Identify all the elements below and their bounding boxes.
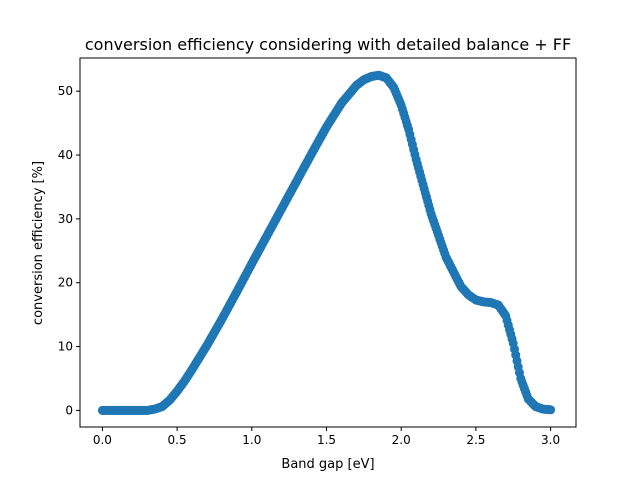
- data-points-series: [97, 70, 556, 415]
- data-point: [546, 405, 556, 415]
- x-tick-label: 0.0: [93, 433, 112, 447]
- y-tick-label: 20: [58, 276, 73, 290]
- chart-title: conversion efficiency considering with d…: [85, 35, 571, 54]
- x-tick-label: 2.0: [392, 433, 411, 447]
- x-axis-label: Band gap [eV]: [281, 457, 374, 472]
- x-axis-ticks: 0.0 0.5 1.0 1.5 2.0 2.5 3.0: [93, 427, 560, 447]
- axes-frame: [79, 57, 577, 428]
- x-tick-label: 2.5: [466, 433, 485, 447]
- y-tick-label: 30: [58, 212, 73, 226]
- x-tick-label: 3.0: [541, 433, 560, 447]
- x-tick-label: 1.0: [242, 433, 261, 447]
- y-tick-label: 0: [65, 403, 73, 417]
- y-tick-label: 10: [58, 340, 73, 354]
- x-tick-label: 1.5: [317, 433, 336, 447]
- y-tick-label: 40: [58, 148, 73, 162]
- y-tick-label: 50: [58, 84, 73, 98]
- y-axis-label: conversion efficiency [%]: [31, 161, 46, 325]
- y-axis-ticks: 0 10 20 30 40 50: [58, 84, 80, 417]
- x-tick-label: 0.5: [168, 433, 187, 447]
